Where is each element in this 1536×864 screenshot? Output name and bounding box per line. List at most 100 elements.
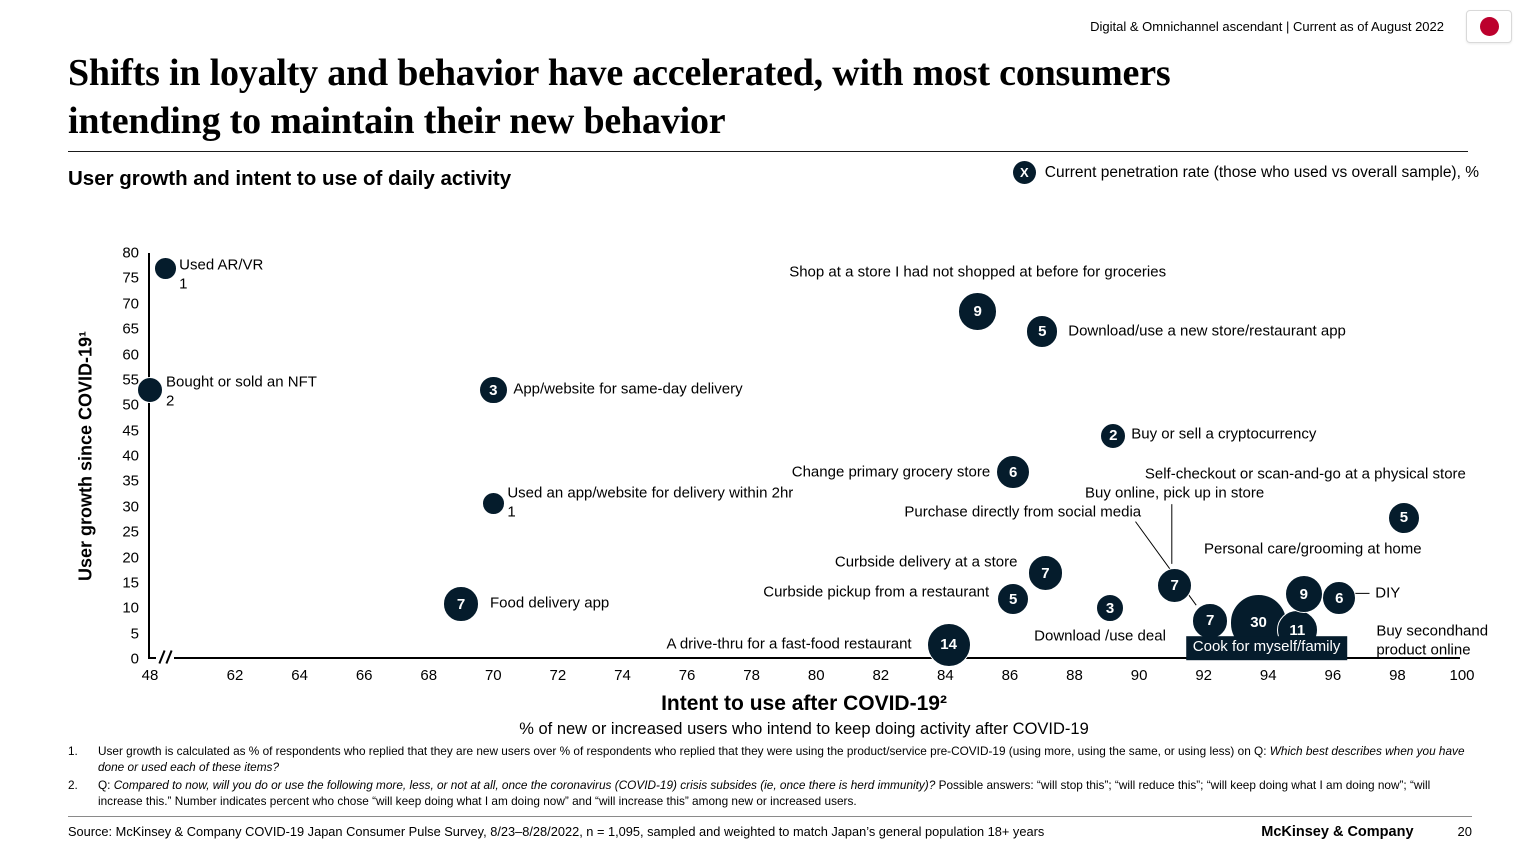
label-personal-care-grooming-at-home: Personal care/grooming at home — [1203, 540, 1422, 558]
x-tick-84: 84 — [937, 667, 954, 684]
y-tick-0: 0 — [130, 650, 139, 668]
x-tick-78: 78 — [743, 667, 760, 684]
bubble-diy: 6 — [1322, 581, 1357, 616]
legend: X Current penetration rate (those who us… — [1012, 161, 1479, 184]
bubble-buy-online-pick-up-in-store: 7 — [1156, 567, 1193, 604]
y-tick-10: 10 — [122, 599, 139, 617]
y-tick-60: 60 — [122, 346, 139, 363]
x-tick-96: 96 — [1324, 667, 1342, 684]
x-tick-74: 74 — [614, 667, 631, 684]
bubble-app-website-for-same-day-delivery: 3 — [479, 375, 508, 405]
footnote-2: 2. Q: Compared to now, will you do or use… — [68, 778, 1431, 808]
label-buy-or-sell-a-cryptocurrency: Buy or sell a cryptocurrency — [1131, 425, 1317, 443]
x-axis-title: Intent to use after COVID-19² — [661, 692, 947, 715]
label-change-primary-grocery-store: Change primary grocery store — [791, 463, 991, 481]
y-tick-65: 65 — [122, 320, 139, 338]
page-number: 20 — [1457, 824, 1472, 839]
x-tick-98: 98 — [1389, 667, 1406, 684]
y-tick-5: 5 — [130, 625, 139, 643]
label-buy-online-pick-up-in-store: Buy online, pick up in store — [1084, 485, 1265, 503]
y-tick-80: 80 — [122, 244, 139, 262]
x-tick-82: 82 — [872, 667, 890, 684]
bubble-curbside-pickup-from-a-restaurant: 5 — [996, 582, 1030, 616]
x-tick-94: 94 — [1259, 667, 1277, 684]
x-tick-100: 100 — [1449, 667, 1475, 684]
footnotes: 1. User growth is calculated as % of resp… — [68, 744, 1470, 812]
label-used-ar-vr: Used AR/VR 1 — [179, 256, 264, 293]
bubble-download-use-a-new-store-restaurant-app: 5 — [1026, 315, 1059, 348]
x-tick-90: 90 — [1130, 667, 1148, 684]
japan-flag-dot — [1479, 17, 1499, 36]
japan-flag-icon — [1466, 10, 1512, 43]
x-tick-92: 92 — [1195, 667, 1213, 684]
bubble-shop-at-a-store-i-had-not-shopped-at-before-for-groceries: 9 — [958, 292, 997, 331]
label-food-delivery-app: Food delivery app — [490, 594, 610, 612]
chart-plot-area: 48 62 64 66 68 70 72 74 76 78 80 82 84 86 88 90 92 94 96 98… — [122, 245, 1488, 685]
footer-right: McKinsey & Company 20 — [1261, 824, 1472, 840]
label-download-use-a-new-store-restaurant-app: Download/use a new store/restaurant app — [1068, 322, 1346, 340]
label-buy-secondhand-product-online: Buy secondhand product online — [1376, 622, 1489, 659]
x-tick-70: 70 — [484, 667, 502, 684]
bubble-change-primary-grocery-store: 6 — [996, 455, 1031, 490]
y-tick-20: 20 — [122, 549, 139, 566]
x-axis-break-icon — [156, 649, 174, 665]
kicker-text: Digital & Omnichannel ascendant | Curren… — [1090, 19, 1444, 34]
penetration-marker-icon: X — [1012, 161, 1036, 184]
x-axis-subtitle: % of new or increased users who intend t… — [519, 720, 1089, 738]
label-a-drive-thru-for-a-fast-food-restaurant: A drive-thru for a fast-food restaurant — [666, 635, 912, 653]
y-tick-45: 45 — [122, 422, 139, 440]
y-tick-50: 50 — [122, 396, 139, 414]
x-tick-68: 68 — [420, 667, 438, 684]
y-tick-25: 25 — [122, 523, 139, 541]
bubble-buy-or-sell-a-cryptocurrency: 2 — [1100, 422, 1127, 449]
label-download-use-deal: Download /use deal — [1034, 627, 1166, 645]
footnote-1: 1. User growth is calculated as % of resp… — [68, 744, 1465, 774]
x-tick-86: 86 — [1001, 667, 1019, 684]
x-tick-72: 72 — [549, 667, 567, 684]
chart-subtitle: User growth and intent to use of daily a… — [68, 167, 512, 190]
x-tick-88: 88 — [1066, 667, 1083, 684]
bubble-used-an-app-website-for-delivery-within-2hr — [481, 491, 505, 515]
bubble-purchase-directly-from-social-media: 7 — [1192, 603, 1228, 639]
label-curbside-pickup-from-a-restaurant: Curbside pickup from a restaurant — [763, 583, 990, 601]
label-diy: DIY — [1375, 584, 1401, 602]
x-tick-80: 80 — [807, 667, 825, 684]
y-tick-75: 75 — [122, 269, 139, 287]
title-divider — [68, 151, 1468, 152]
header: Digital & Omnichannel ascendant | Curren… — [1090, 10, 1512, 43]
x-tick-62: 62 — [226, 667, 244, 684]
x-tick-66: 66 — [355, 667, 373, 684]
y-tick-70: 70 — [122, 295, 139, 313]
legend-label: Current penetration rate (those who used… — [1044, 163, 1479, 181]
y-tick-40: 40 — [122, 447, 139, 465]
y-axis-title: User growth since COVID-19¹ — [75, 330, 96, 582]
footer: Source: McKinsey & Company COVID-19 Japa… — [68, 816, 1472, 840]
x-tick-48: 48 — [141, 667, 159, 684]
y-tick-15: 15 — [122, 574, 139, 592]
bubble-used-ar-vr — [153, 256, 177, 280]
y-tick-30: 30 — [122, 498, 139, 516]
label-used-an-app-website-for-delivery-within-2hr: Used an app/website for delivery within … — [507, 484, 794, 521]
y-tick-35: 35 — [122, 472, 139, 490]
bubble-download-use-deal: 3 — [1095, 593, 1125, 623]
label-bought-or-sold-an-nft: Bought or sold an NFT 2 — [166, 373, 317, 410]
bubble-personal-care-grooming-at-home: 9 — [1284, 574, 1323, 614]
bubble-curbside-delivery-at-a-store: 7 — [1027, 555, 1064, 592]
label-curbside-delivery-at-a-store: Curbside delivery at a store — [834, 553, 1018, 571]
bubble-a-drive-thru-for-a-fast-food-restaurant: 14 — [926, 622, 971, 667]
bubble-food-delivery-app: 7 — [443, 586, 479, 622]
bubble-bought-or-sold-an-nft — [137, 377, 164, 404]
source-text: Source: McKinsey & Company COVID-19 Japa… — [68, 824, 1045, 839]
label-shop-at-a-store-i-had-not-shopped-at-before-for-groceries: Shop at a store I had not shopped at bef… — [789, 264, 1167, 282]
label-cook-for-myself-family: Cook for myself/family — [1185, 636, 1348, 660]
y-tick-55: 55 — [122, 371, 139, 389]
label-purchase-directly-from-social-media: Purchase directly from social media — [904, 503, 1142, 521]
page-title: Shifts in loyalty and behavior have acce… — [68, 52, 1171, 142]
label-app-website-for-same-day-delivery: App/website for same-day delivery — [513, 380, 743, 398]
brand-text: McKinsey & Company — [1261, 824, 1414, 840]
x-tick-76: 76 — [678, 667, 696, 684]
x-tick-64: 64 — [291, 667, 308, 684]
bubble-self-checkout-or-scan-and-go-at-a-physical-store: 5 — [1387, 501, 1421, 535]
label-self-checkout-or-scan-and-go-at-a-physical-store: Self-checkout or scan-and-go at a physic… — [1144, 465, 1466, 483]
